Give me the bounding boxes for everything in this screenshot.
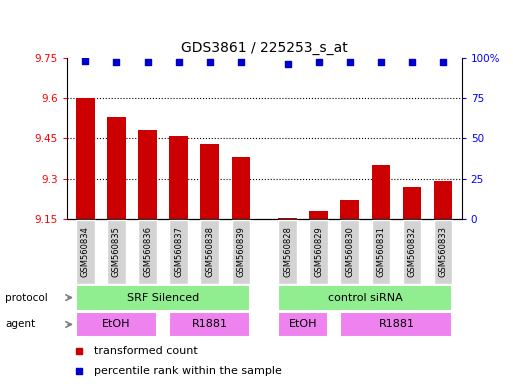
FancyBboxPatch shape	[231, 220, 250, 283]
FancyBboxPatch shape	[169, 220, 188, 283]
Bar	[201, 144, 219, 219]
Point	[283, 61, 291, 67]
Point	[377, 60, 385, 66]
Bar	[169, 136, 188, 219]
Point	[314, 60, 323, 66]
Text: GSM560838: GSM560838	[205, 226, 214, 277]
FancyBboxPatch shape	[403, 220, 421, 283]
Text: GSM560836: GSM560836	[143, 226, 152, 277]
FancyBboxPatch shape	[341, 311, 452, 338]
FancyBboxPatch shape	[76, 285, 250, 311]
FancyBboxPatch shape	[138, 220, 157, 283]
Point	[408, 60, 416, 66]
Text: GSM560832: GSM560832	[407, 226, 417, 277]
Bar	[371, 165, 390, 219]
Bar	[341, 200, 359, 219]
FancyBboxPatch shape	[201, 220, 219, 283]
Bar	[231, 157, 250, 219]
Text: GSM560835: GSM560835	[112, 226, 121, 277]
Text: SRF Silenced: SRF Silenced	[127, 293, 199, 303]
Text: GSM560828: GSM560828	[283, 226, 292, 277]
Text: percentile rank within the sample: percentile rank within the sample	[94, 366, 282, 376]
Point	[346, 60, 354, 66]
Text: GSM560834: GSM560834	[81, 226, 90, 277]
FancyBboxPatch shape	[278, 311, 328, 338]
Text: GSM560829: GSM560829	[314, 226, 323, 277]
Bar	[278, 218, 297, 219]
Bar	[433, 181, 452, 219]
Bar	[403, 187, 421, 219]
Text: transformed count: transformed count	[94, 346, 198, 356]
FancyBboxPatch shape	[169, 311, 250, 338]
FancyBboxPatch shape	[278, 220, 297, 283]
Point	[74, 368, 83, 374]
FancyBboxPatch shape	[278, 285, 452, 311]
Bar	[76, 98, 95, 219]
Text: control siRNA: control siRNA	[328, 293, 403, 303]
FancyBboxPatch shape	[433, 220, 452, 283]
Text: R1881: R1881	[192, 319, 228, 329]
Point	[174, 60, 183, 66]
Point	[81, 58, 89, 64]
Text: EtOH: EtOH	[289, 319, 318, 329]
Text: GSM560830: GSM560830	[345, 226, 354, 277]
Point	[112, 60, 121, 66]
Title: GDS3861 / 225253_s_at: GDS3861 / 225253_s_at	[181, 41, 348, 55]
FancyBboxPatch shape	[371, 220, 390, 283]
Point	[206, 60, 214, 66]
Bar	[107, 117, 126, 219]
Text: GSM560839: GSM560839	[236, 226, 245, 277]
FancyBboxPatch shape	[76, 311, 157, 338]
Text: GSM560833: GSM560833	[439, 226, 447, 277]
FancyBboxPatch shape	[341, 220, 359, 283]
FancyBboxPatch shape	[107, 220, 126, 283]
Text: protocol: protocol	[5, 293, 48, 303]
Text: agent: agent	[5, 319, 35, 329]
FancyBboxPatch shape	[76, 220, 95, 283]
Point	[237, 60, 245, 66]
Point	[144, 60, 152, 66]
Text: GSM560831: GSM560831	[377, 226, 385, 277]
Text: R1881: R1881	[379, 319, 415, 329]
Point	[439, 60, 447, 66]
Bar	[138, 130, 157, 219]
Bar	[309, 211, 328, 219]
Text: GSM560837: GSM560837	[174, 226, 183, 277]
Point	[74, 348, 83, 354]
FancyBboxPatch shape	[309, 220, 328, 283]
Text: EtOH: EtOH	[102, 319, 131, 329]
